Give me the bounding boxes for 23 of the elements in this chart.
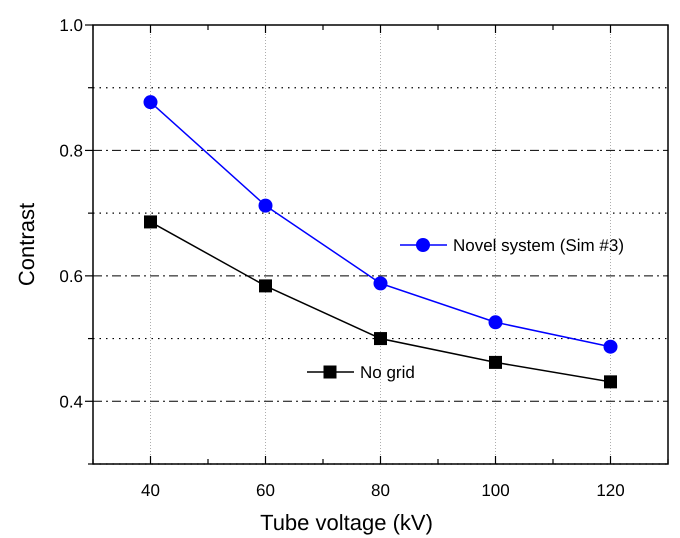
legend-label: Novel system (Sim #3) xyxy=(453,236,624,255)
point xyxy=(258,198,272,213)
point xyxy=(374,332,387,346)
point xyxy=(374,276,388,290)
y-tick-label: 0.6 xyxy=(59,266,83,286)
x-axis-title: Tube voltage (kV) xyxy=(260,510,433,535)
point xyxy=(489,356,502,369)
point xyxy=(488,315,502,330)
point xyxy=(144,95,158,110)
point xyxy=(259,279,272,292)
point xyxy=(604,375,617,388)
point xyxy=(604,340,618,354)
y-axis-title: Contrast xyxy=(14,202,39,286)
x-tick-label: 100 xyxy=(481,481,510,500)
point xyxy=(144,215,157,228)
x-tick-label: 120 xyxy=(596,481,625,500)
y-tick-label: 1.0 xyxy=(59,16,83,35)
y-tick-label: 0.4 xyxy=(59,392,83,412)
legend-label: No grid xyxy=(360,363,415,382)
x-tick-label: 80 xyxy=(371,481,390,500)
x-tick-label: 40 xyxy=(141,481,160,500)
y-tick-label: 0.8 xyxy=(59,141,83,160)
x-tick-label: 60 xyxy=(256,481,275,500)
